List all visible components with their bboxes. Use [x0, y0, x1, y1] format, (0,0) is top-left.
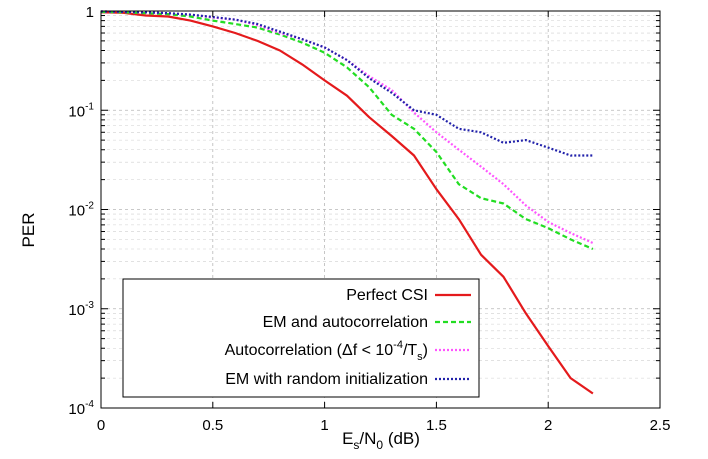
series-line-3	[100, 10, 593, 157]
legend-label-perfect-csi: Perfect CSI	[346, 287, 428, 304]
y-tick-label: 10-2	[68, 201, 94, 220]
x-tick-label: 0.5	[202, 417, 223, 434]
x-tick-label: 0	[97, 417, 105, 434]
series-lines	[100, 10, 594, 395]
series-line-2	[100, 10, 594, 245]
legend-label-em-autocorrelation: EM and autocorrelation	[263, 314, 428, 331]
y-tick-label: 10-3	[68, 300, 94, 319]
y-tick-label: 10-4	[68, 399, 94, 418]
x-tick-label: 2.5	[650, 417, 671, 434]
x-tick-label: 1.5	[426, 417, 447, 434]
y-axis-title: PER	[19, 213, 38, 248]
x-axis-title: Es/N0 (dB)	[342, 429, 420, 452]
legend-label-autocorrelation: Autocorrelation (Δf < 10-4/Ts)	[225, 339, 428, 363]
legend-label-em-random: EM with random initialization	[225, 371, 428, 388]
series-line-1	[100, 10, 594, 251]
legend-box	[122, 278, 480, 398]
axis-ticks: 0 0.5 1 1.5 2 2.5 1 10-1 10-2 10-3 10-4	[68, 4, 670, 434]
series-line-0	[100, 11, 594, 395]
y-tick-label: 1	[86, 4, 94, 21]
legend: Perfect CSI EM and autocorrelation Autoc…	[122, 278, 480, 398]
y-tick-label: 10-1	[68, 101, 94, 120]
x-tick-label: 1	[320, 417, 328, 434]
x-tick-label: 2	[544, 417, 552, 434]
